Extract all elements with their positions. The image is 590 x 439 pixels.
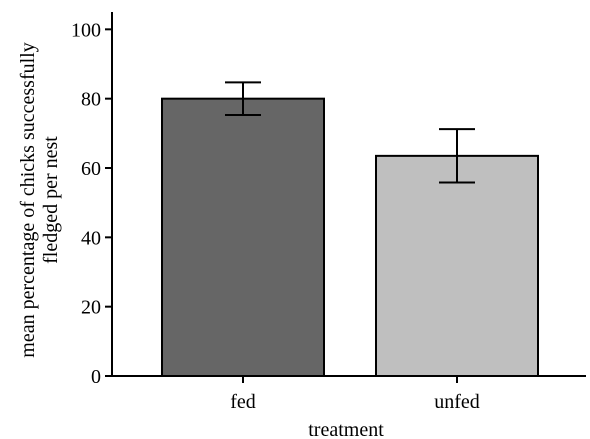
y-tick-label-40: 40 — [81, 227, 101, 249]
y-tick-label-0: 0 — [91, 366, 101, 388]
y-tick-label-100: 100 — [71, 19, 101, 41]
error-bars — [225, 81, 475, 184]
y-tick-label-20: 20 — [81, 297, 101, 319]
y-tick-label-80: 80 — [81, 89, 101, 111]
y-axis-label-line-2: fledged per nest — [40, 136, 62, 264]
x-tick-label-unfed: unfed — [434, 391, 480, 413]
x-axis-label: treatment — [308, 419, 384, 439]
bar-unfed — [375, 154, 539, 377]
bars — [161, 97, 539, 378]
x-tick-label-fed: fed — [230, 391, 256, 413]
y-tick-label-60: 60 — [81, 158, 101, 180]
y-axis-label-line-1: mean percentage of chicks successfully — [17, 42, 39, 357]
bar-fed — [161, 97, 325, 378]
